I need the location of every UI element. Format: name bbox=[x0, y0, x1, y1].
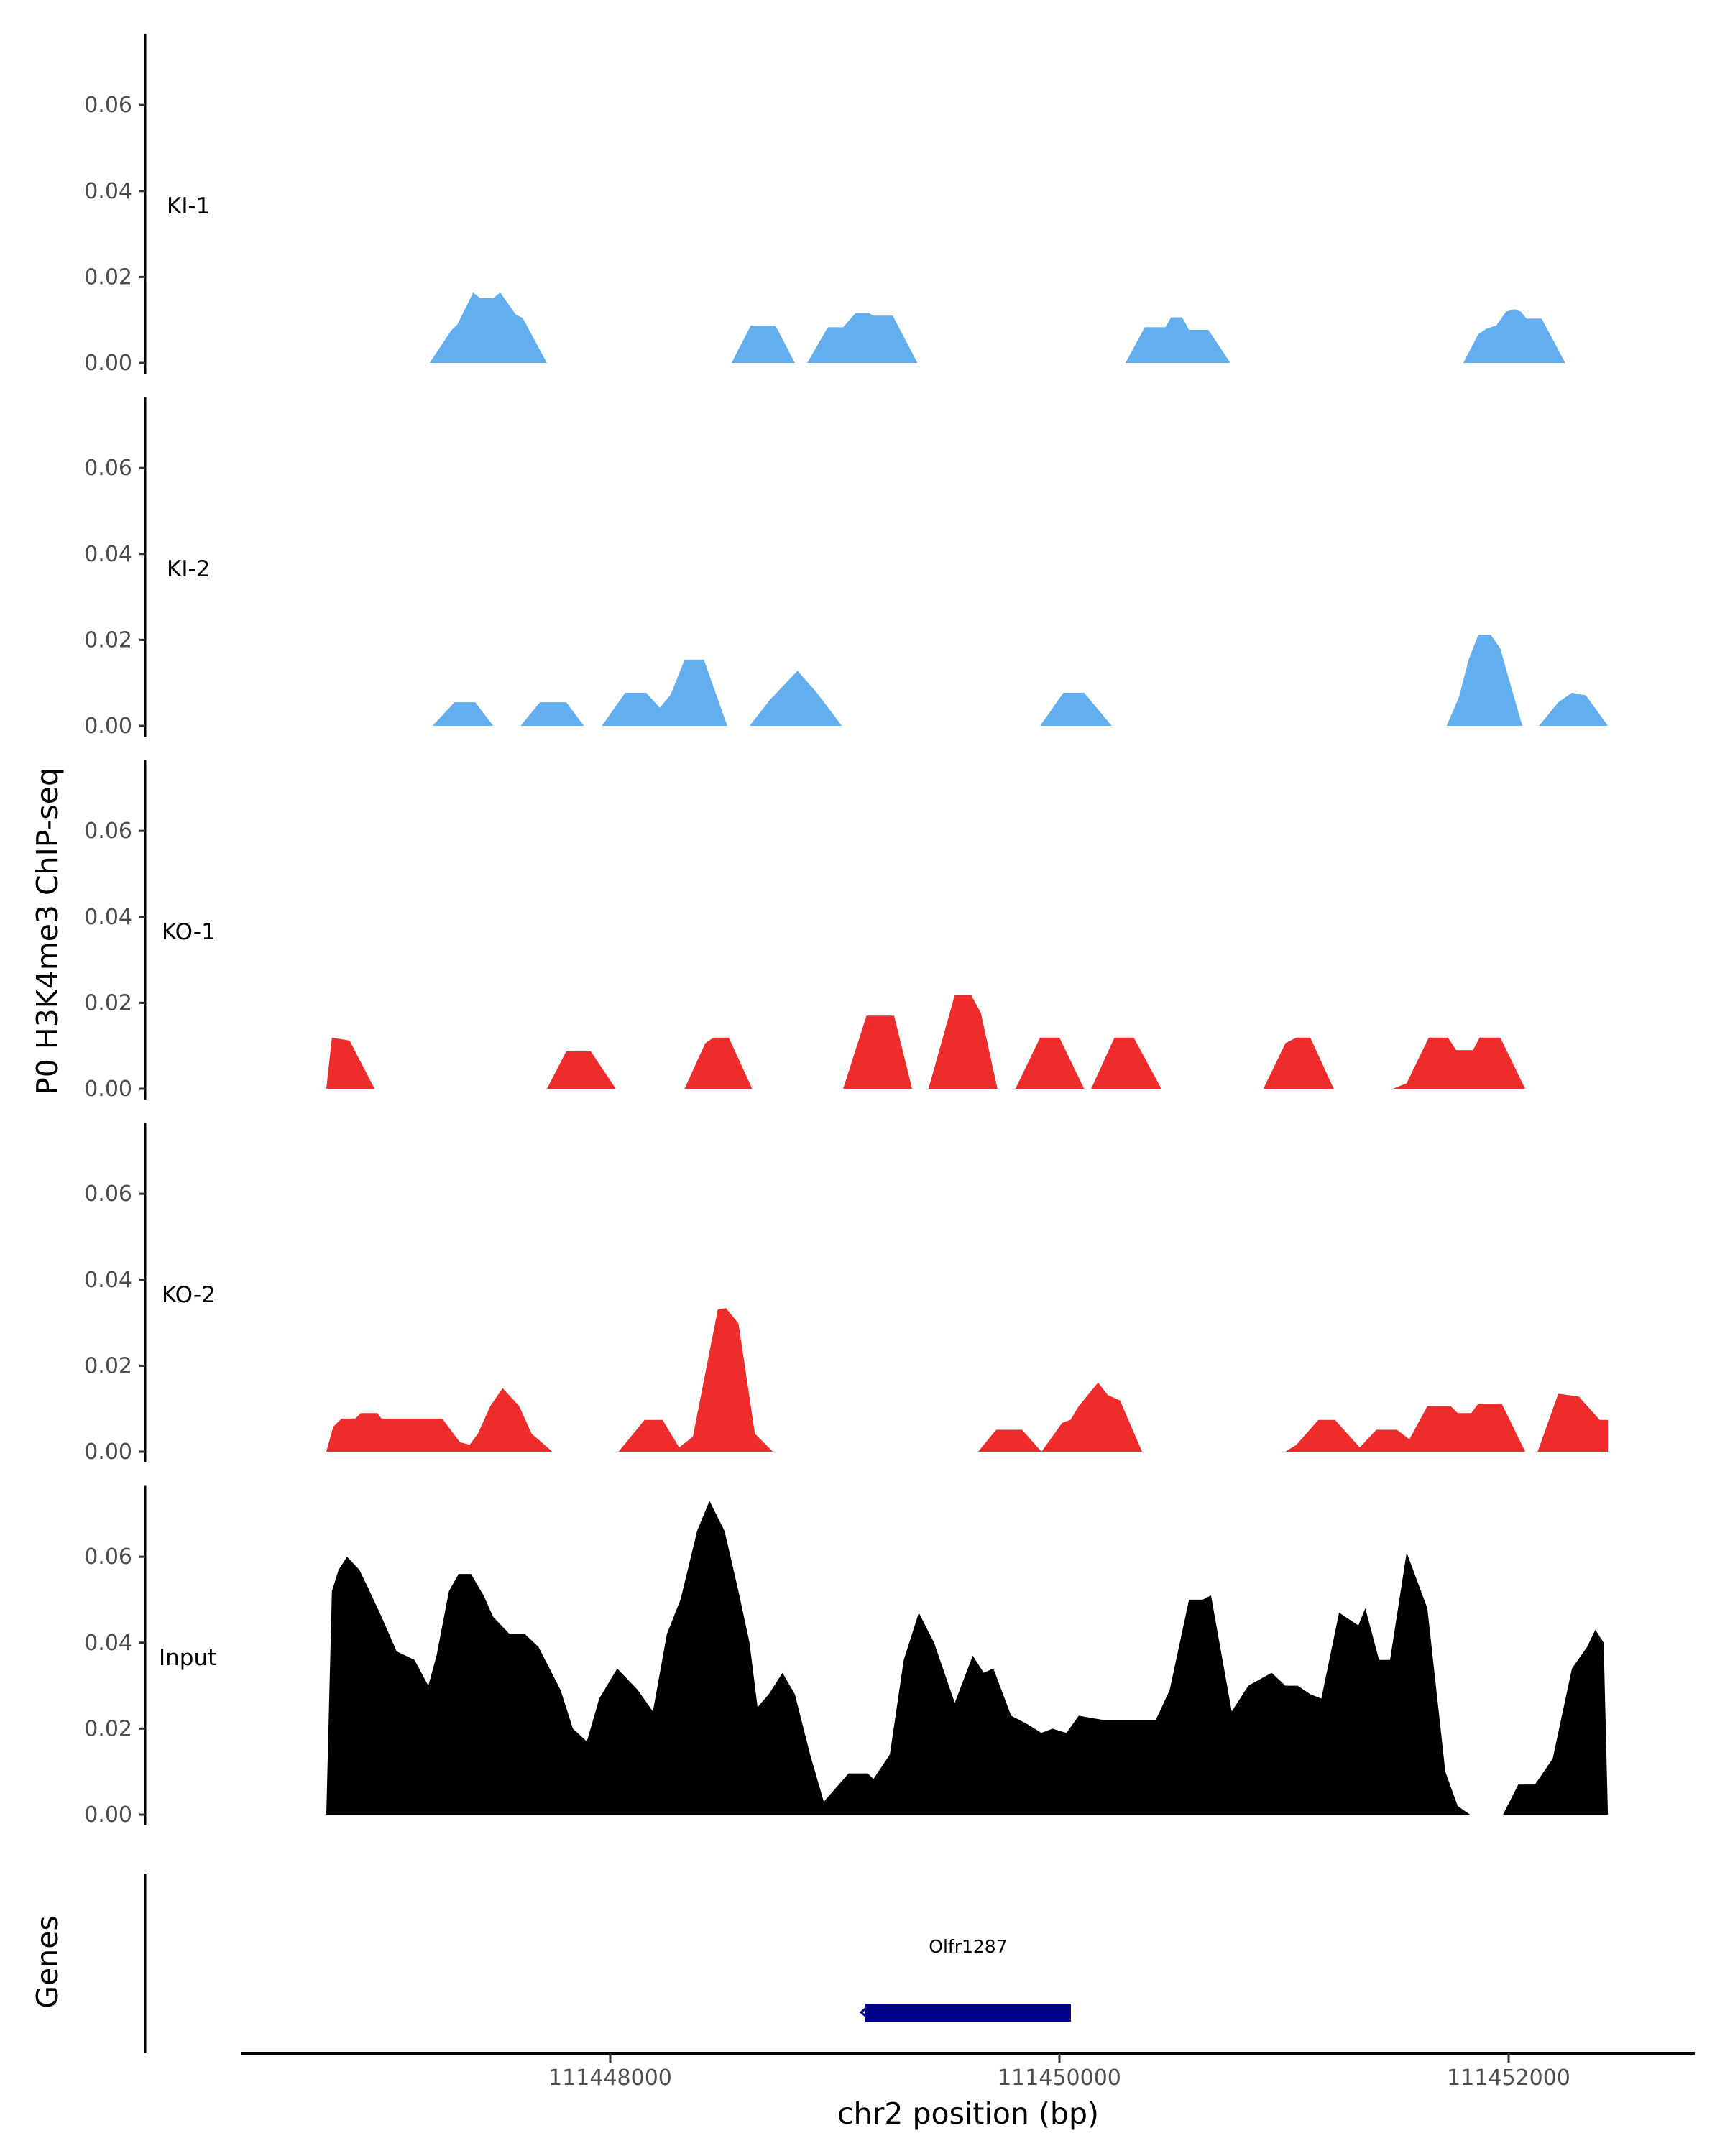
y-tick-label: 0.02 bbox=[84, 627, 132, 653]
signal-peak bbox=[1263, 1037, 1334, 1089]
signal-peak bbox=[432, 702, 494, 726]
signal-peak bbox=[326, 1037, 375, 1089]
signal-peak bbox=[1040, 692, 1112, 726]
x-tick-label: 111452000 bbox=[1447, 2065, 1570, 2091]
track-ko-1: 0.00 0.02 0.04 0.06 KO-1 bbox=[84, 760, 1526, 1102]
signal-peak bbox=[326, 1388, 553, 1452]
y-tick-label: 0.04 bbox=[84, 1268, 132, 1293]
gene-panel-label: Genes bbox=[30, 1915, 65, 2009]
gene-panel: Genes Olfr1287 bbox=[30, 1874, 1071, 2053]
signal-peak bbox=[546, 1051, 616, 1089]
signal-peak bbox=[1537, 1393, 1609, 1452]
signal-peak bbox=[807, 313, 918, 363]
y-tick-label: 0.00 bbox=[84, 1802, 132, 1828]
signal-peak bbox=[602, 659, 727, 726]
track-input: 0.00 0.02 0.04 0.06 Input bbox=[84, 1485, 1609, 1828]
y-tick-label: 0.04 bbox=[84, 179, 132, 204]
track-ki-2: 0.00 0.02 0.04 0.06 KI-2 bbox=[84, 397, 1609, 739]
signal-peak bbox=[1393, 1037, 1526, 1089]
signal-peak bbox=[1285, 1404, 1526, 1452]
signal-peak bbox=[1539, 692, 1609, 726]
y-tick-label: 0.02 bbox=[84, 990, 132, 1015]
x-axis-title: chr2 position (bp) bbox=[837, 2096, 1099, 2131]
signal-peak bbox=[1091, 1037, 1162, 1089]
gene-label: Olfr1287 bbox=[929, 1936, 1007, 1957]
signal-peak bbox=[843, 1015, 912, 1089]
y-tick-label: 0.02 bbox=[84, 1353, 132, 1378]
track-label: KO-2 bbox=[162, 1282, 216, 1308]
strand-arrow-icon bbox=[859, 2004, 870, 2021]
y-tick-label: 0.06 bbox=[84, 93, 132, 118]
y-tick-label: 0.00 bbox=[84, 1077, 132, 1102]
y-tick-label: 0.06 bbox=[84, 819, 132, 844]
y-tick-label: 0.00 bbox=[84, 351, 132, 376]
y-tick-label: 0.04 bbox=[84, 1631, 132, 1656]
y-tick-label: 0.00 bbox=[84, 714, 132, 739]
y-tick-label: 0.02 bbox=[84, 264, 132, 290]
track-ko-2: 0.00 0.02 0.04 0.06 KO-2 bbox=[84, 1123, 1609, 1465]
signal-peak bbox=[618, 1308, 773, 1452]
y-tick-label: 0.06 bbox=[84, 1544, 132, 1570]
signal-peak bbox=[978, 1382, 1142, 1452]
signal-peak bbox=[731, 326, 795, 363]
x-tick-label: 111448000 bbox=[548, 2065, 672, 2091]
y-tick-label: 0.06 bbox=[84, 1181, 132, 1207]
x-axis: 111448000 111450000 111452000 chr2 positio… bbox=[242, 2052, 1695, 2131]
signal-peak bbox=[1446, 635, 1523, 726]
y-axis-title: P0 H3K4me3 ChIP-seq bbox=[30, 768, 65, 1095]
signal-peak bbox=[684, 1037, 753, 1089]
track-ki-1: 0.00 0.02 0.04 0.06 KI-1 bbox=[84, 34, 1565, 376]
track-label: KO-1 bbox=[162, 919, 216, 945]
signal-peak bbox=[1463, 309, 1565, 363]
signal-peak bbox=[520, 702, 584, 726]
signal-peak bbox=[1015, 1037, 1085, 1089]
signal-peak bbox=[1503, 1629, 1609, 1815]
signal-peak bbox=[429, 292, 547, 363]
signal-peak bbox=[749, 671, 842, 726]
x-tick-label: 111450000 bbox=[998, 2065, 1121, 2091]
y-tick-label: 0.04 bbox=[84, 542, 132, 567]
signal-peak bbox=[326, 1501, 1471, 1815]
track-label: KI-1 bbox=[167, 193, 210, 219]
signal-peak bbox=[1125, 317, 1230, 363]
y-tick-label: 0.04 bbox=[84, 905, 132, 930]
track-label: KI-2 bbox=[167, 556, 210, 582]
y-tick-label: 0.06 bbox=[84, 456, 132, 481]
signal-peak bbox=[928, 995, 998, 1089]
gene-body bbox=[865, 2004, 1071, 2022]
track-label: Input bbox=[159, 1645, 216, 1671]
y-tick-label: 0.00 bbox=[84, 1439, 132, 1465]
y-tick-label: 0.02 bbox=[84, 1716, 132, 1741]
tracks: 0.00 0.02 0.04 0.06 KI-1 0.00 0.02 0.04 0.06 KI-2… bbox=[84, 34, 1609, 1828]
